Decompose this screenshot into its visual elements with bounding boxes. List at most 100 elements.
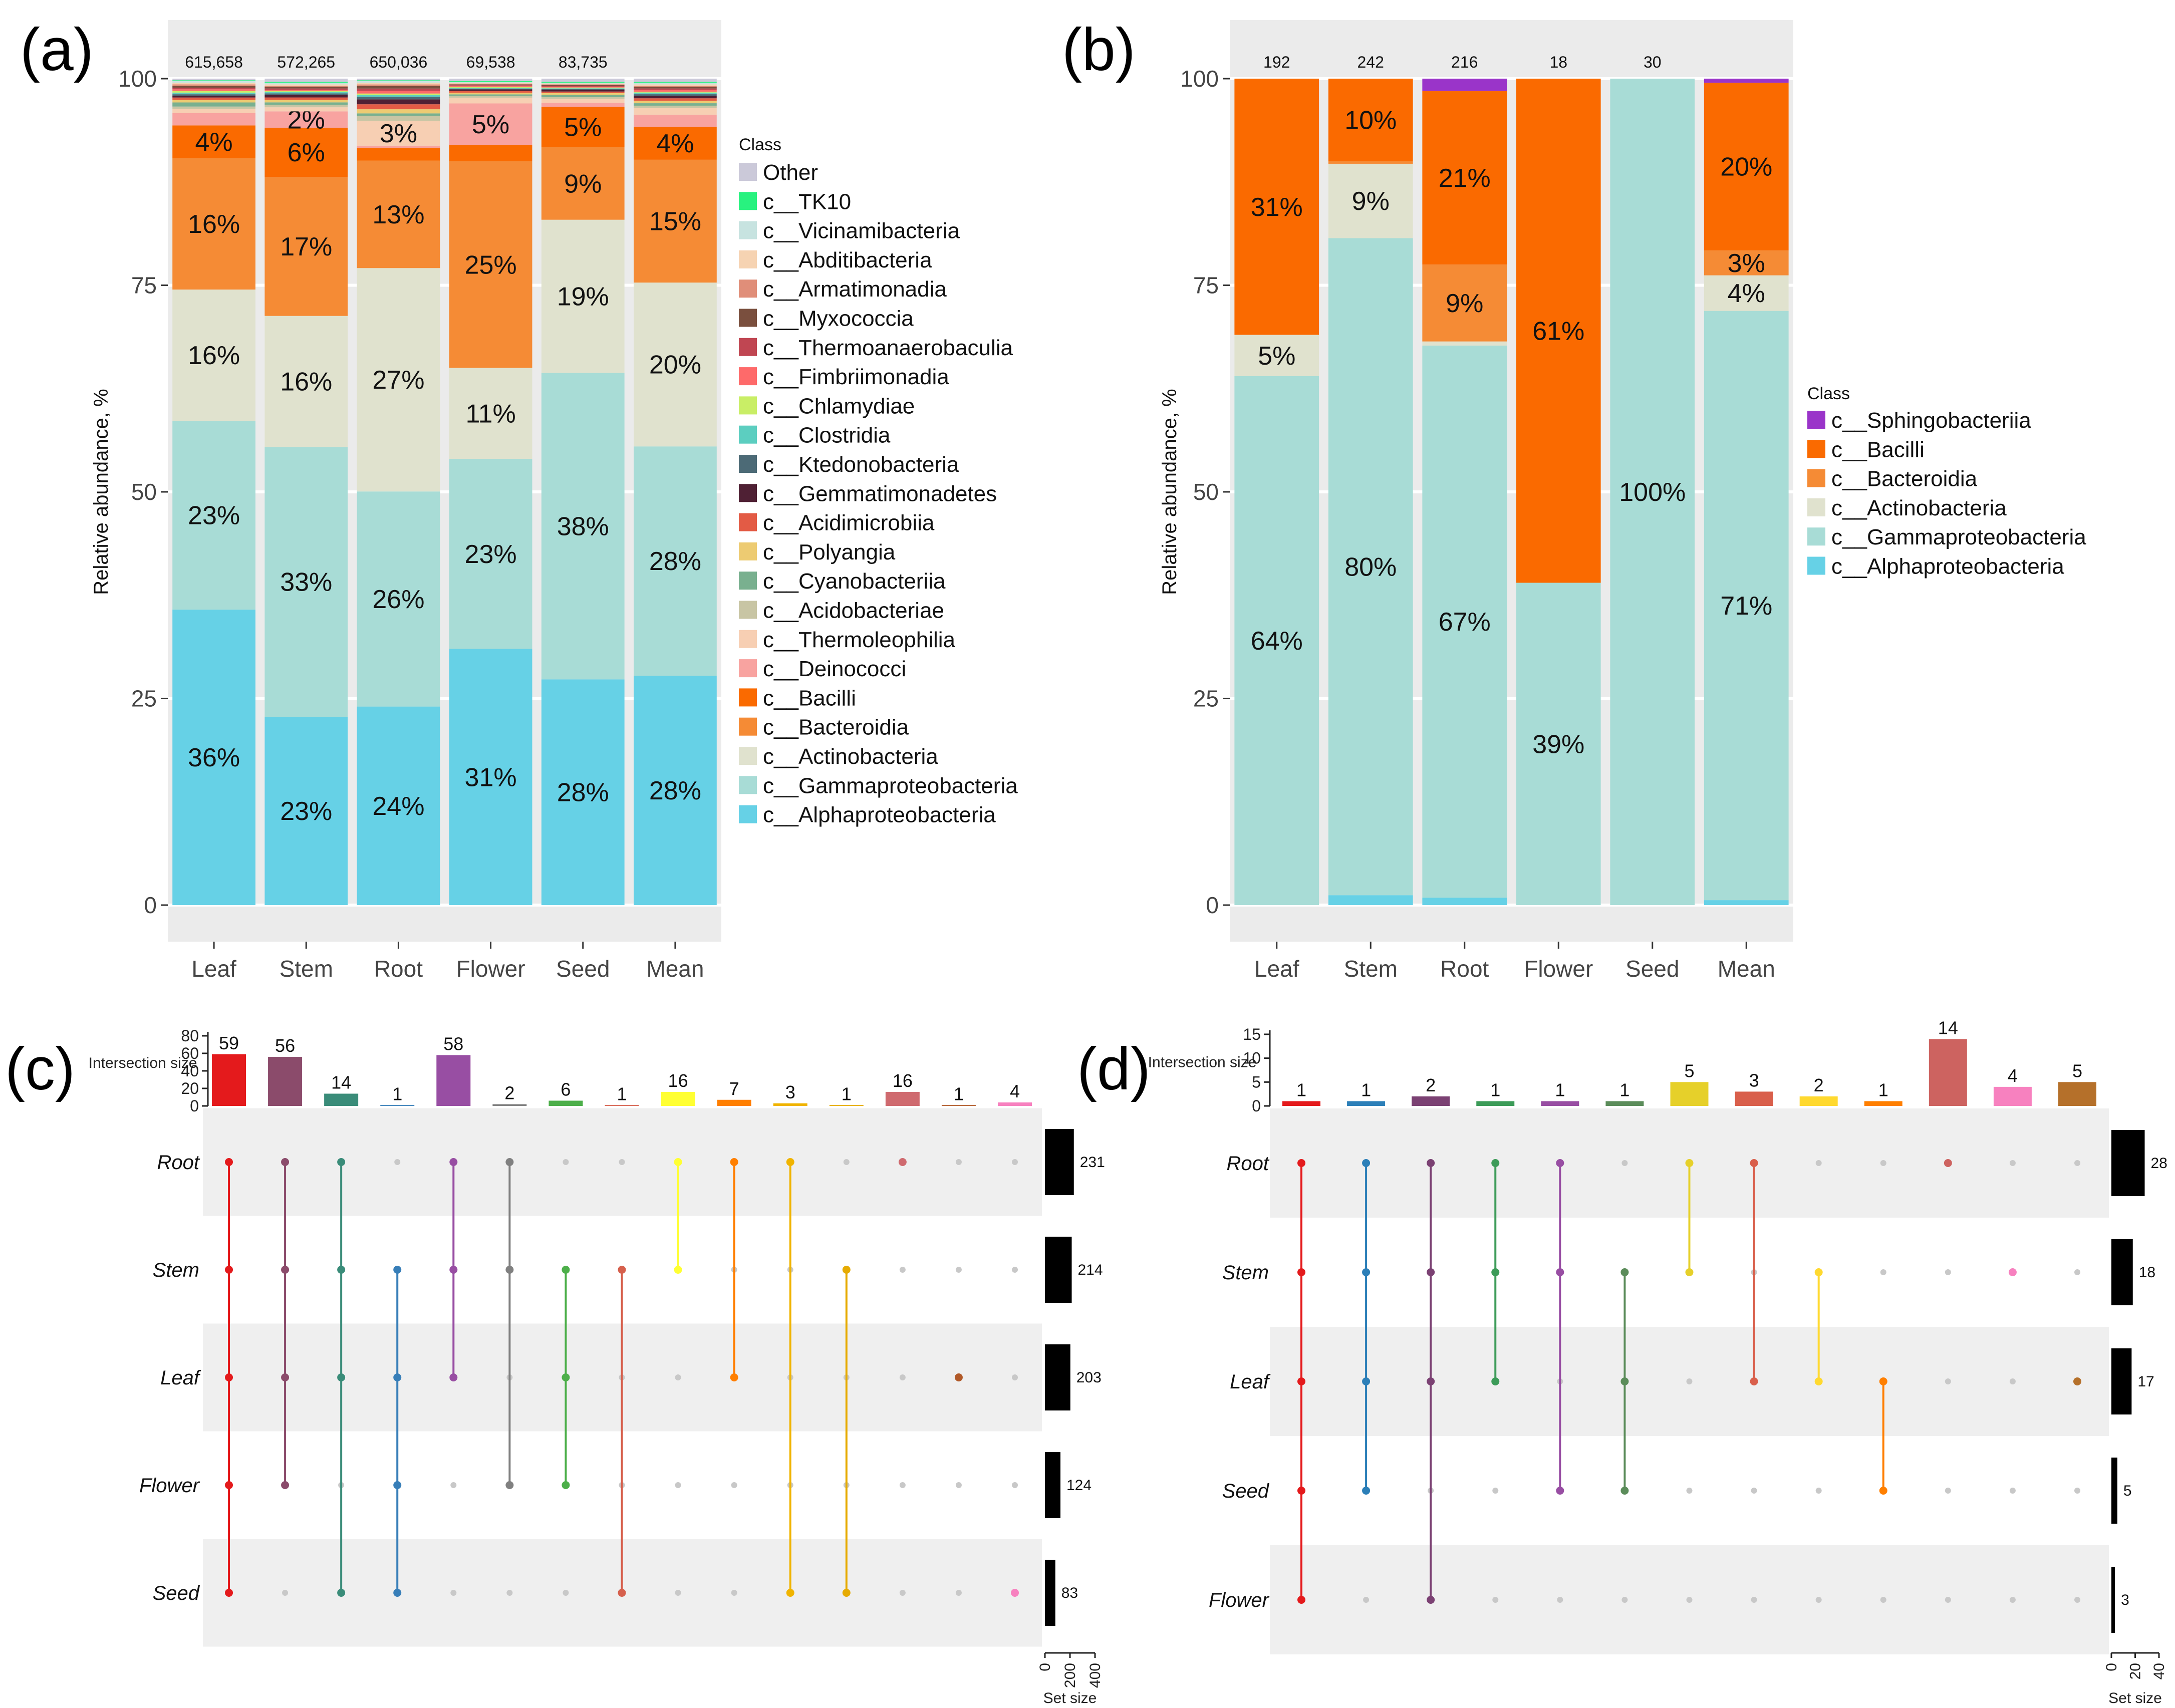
bar-segment	[264, 82, 348, 83]
legend-label: c__Acidobacteriae	[763, 599, 944, 623]
matrix-dot-filled	[2073, 1377, 2081, 1385]
bar-segment	[1422, 345, 1507, 898]
matrix-dot-filled	[1879, 1487, 1887, 1495]
data-label: 13%	[372, 200, 424, 229]
legend-swatch	[739, 221, 757, 239]
bar-segment	[264, 87, 348, 89]
bar-segment	[634, 105, 717, 108]
set-size-tick-label: 0	[2103, 1663, 2120, 1671]
bar-segment	[357, 83, 440, 85]
matrix-dot-empty	[899, 1590, 906, 1596]
matrix-dot-filled	[618, 1266, 626, 1274]
matrix-dot-filled	[1620, 1487, 1629, 1495]
bar-segment	[541, 219, 625, 373]
legend-swatch	[739, 192, 757, 210]
panel-label-d: (d)	[1077, 1035, 1151, 1102]
bar-segment	[541, 91, 625, 93]
bar-segment	[1328, 161, 1413, 164]
matrix-dot-empty	[1815, 1488, 1822, 1494]
y-axis-label: Intersection size	[1148, 1054, 1257, 1071]
matrix-dot-empty	[731, 1590, 737, 1596]
bar-segment	[634, 79, 717, 82]
matrix-dot-filled	[1556, 1159, 1564, 1167]
intersection-bar	[1670, 1082, 1709, 1106]
intersection-bar	[1412, 1096, 1450, 1106]
bar-segment	[541, 83, 625, 85]
legend-label: c__Bacteroidia	[763, 715, 909, 740]
bar-segment	[264, 100, 348, 103]
bar-segment	[634, 92, 717, 95]
set-name-label: Stem	[153, 1259, 199, 1281]
matrix-dot-empty	[2009, 1597, 2016, 1603]
matrix-dot-filled	[505, 1481, 514, 1489]
bar-segment	[449, 87, 532, 88]
set-name-label: Stem	[1222, 1262, 1269, 1284]
matrix-dot-filled	[225, 1373, 233, 1381]
matrix-dot-empty	[1012, 1267, 1018, 1273]
bar-segment	[264, 95, 348, 98]
matrix-dot-empty	[955, 1482, 962, 1488]
legend-swatch	[1807, 498, 1825, 516]
matrix-dot-filled	[393, 1481, 402, 1489]
y-tick-label: 0	[190, 1097, 199, 1115]
data-label: 9%	[1446, 289, 1483, 318]
data-label: 67%	[1439, 608, 1491, 637]
bar-segment	[357, 95, 440, 97]
y-tick-label: 75	[131, 272, 157, 299]
legend-label: c__Alphaproteobacteria	[763, 803, 996, 827]
data-label: 23%	[280, 797, 332, 826]
bar-segment	[634, 101, 717, 104]
data-label: 4%	[195, 128, 233, 157]
matrix-dot-filled	[674, 1158, 682, 1166]
matrix-dot-empty	[731, 1482, 737, 1488]
set-size-tick-label: 0	[1037, 1663, 1053, 1671]
legend-swatch	[739, 338, 757, 356]
panel-label-c: (c)	[5, 1035, 75, 1102]
bar-segment	[541, 85, 625, 86]
matrix-dot-filled	[281, 1266, 290, 1274]
bar-segment	[449, 79, 532, 81]
matrix-dot-empty	[1363, 1597, 1370, 1603]
matrix-dot-filled	[281, 1158, 290, 1166]
bar-segment	[357, 91, 440, 94]
data-label: 9%	[1352, 187, 1390, 216]
legend-swatch	[739, 630, 757, 648]
matrix-dot-empty	[899, 1482, 906, 1488]
legend-swatch	[739, 513, 757, 531]
y-axis-label: Relative abundance, %	[1159, 389, 1181, 595]
data-label: 64%	[1251, 627, 1303, 656]
data-label: 25%	[465, 250, 517, 279]
matrix-dot-filled	[337, 1158, 346, 1166]
matrix-dot-empty	[1815, 1160, 1822, 1166]
bar-segment	[172, 79, 255, 81]
bar-segment	[264, 111, 348, 128]
bar-segment	[357, 109, 440, 114]
stacked-bar-chart-b: 0 25 50 75 100 Leaf 192 64% 5% 31% Stem 242 80% 9% 10%…	[1159, 20, 2086, 982]
matrix-dot-empty	[2009, 1378, 2016, 1384]
bar-segment	[172, 109, 255, 113]
bar-segment	[172, 125, 255, 158]
data-label: 9%	[564, 169, 602, 198]
legend-label: c__Ktedonobacteria	[763, 452, 959, 477]
bar-segment	[264, 90, 348, 91]
data-label: 31%	[465, 763, 517, 792]
matrix-dot-empty	[899, 1374, 906, 1380]
bar-segment	[172, 94, 255, 96]
bar-segment	[172, 158, 255, 290]
intersection-count-label: 7	[729, 1078, 739, 1099]
matrix-dot-empty	[675, 1374, 681, 1380]
bar-segment	[541, 87, 625, 88]
matrix-dot-empty	[1686, 1488, 1693, 1494]
bar-segment	[634, 676, 717, 905]
legend-label: c__Bacteroidia	[1831, 467, 1978, 491]
intersection-count-label: 14	[331, 1072, 351, 1093]
matrix-dot-filled	[562, 1373, 570, 1381]
legend-label: c__Deinococci	[763, 657, 906, 681]
matrix-dot-empty	[1945, 1488, 1951, 1494]
bar-segment	[172, 80, 255, 81]
matrix-dot-filled	[1297, 1596, 1305, 1604]
data-label: 6%	[288, 138, 325, 167]
matrix-dot-filled	[1556, 1268, 1564, 1276]
bar-segment	[1422, 91, 1507, 265]
